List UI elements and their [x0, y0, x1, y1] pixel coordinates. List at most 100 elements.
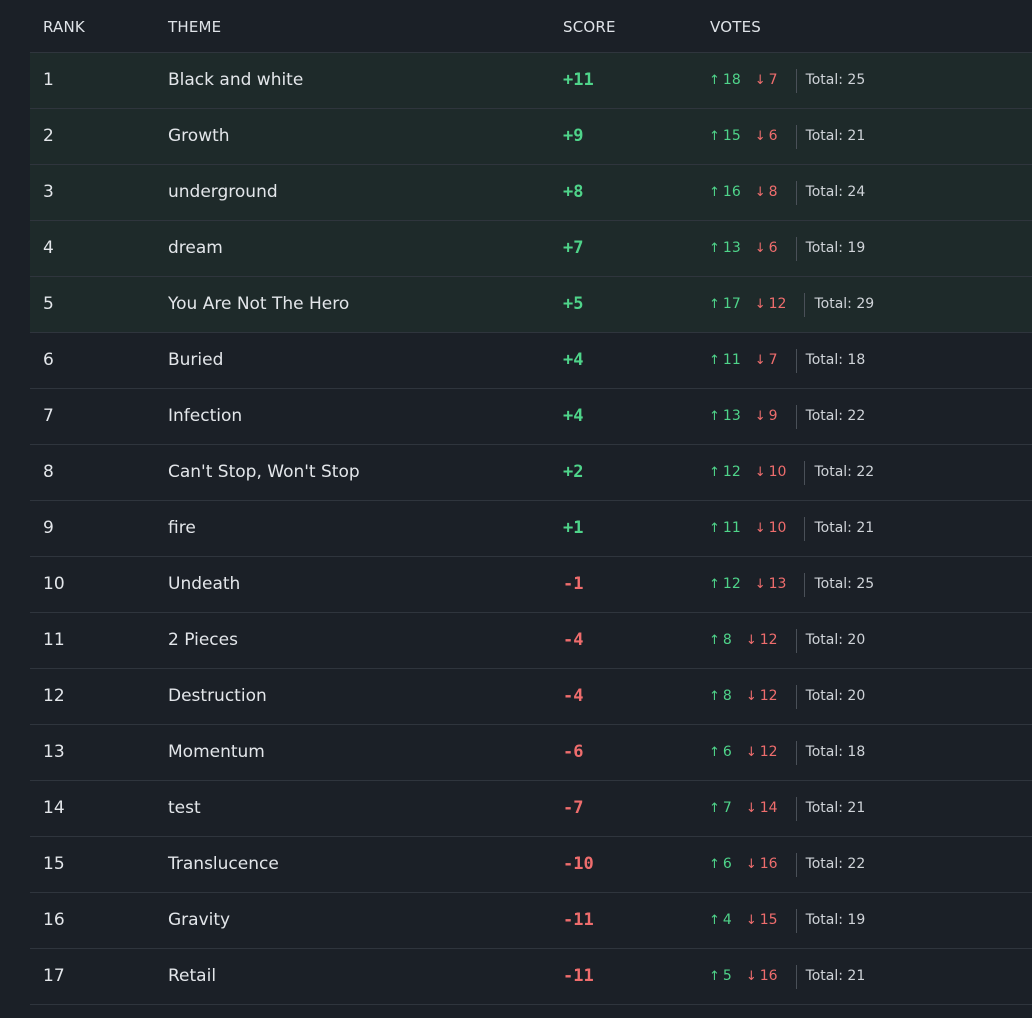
arrow-down-icon: ↓ [754, 185, 766, 200]
vote-divider [795, 684, 797, 709]
vote-total: Total: 20 [805, 632, 866, 648]
arrow-up-icon: ↑ [709, 633, 720, 648]
vote-total: Total: 20 [805, 688, 866, 704]
score-value: -1 [563, 574, 584, 594]
vote-divider [795, 236, 797, 261]
downvote-count: 12 [768, 296, 787, 312]
vote-divider [795, 628, 797, 653]
downvotes: ↓ 10 [755, 501, 787, 556]
upvote-count: 16 [722, 184, 741, 200]
vote-total: Total: 22 [814, 464, 875, 480]
score-column-header: SCORE [563, 18, 616, 36]
downvote-count: 6 [768, 128, 778, 144]
upvote-count: 8 [722, 632, 732, 648]
vote-total: Total: 21 [805, 128, 866, 144]
downvotes: ↓ 13 [755, 557, 787, 612]
votes-cell: ↑ 13 ↓ 6 Total: 19 [709, 221, 865, 276]
arrow-up-icon: ↑ [709, 577, 720, 592]
arrow-up-icon: ↑ [709, 73, 720, 88]
theme-name: You Are Not The Hero [168, 294, 350, 314]
upvotes: ↑ 8 [709, 669, 732, 724]
upvotes: ↑ 12 [709, 445, 741, 500]
score-value: +5 [563, 294, 584, 314]
upvotes: ↑ 11 [709, 333, 741, 388]
upvote-count: 6 [722, 856, 732, 872]
rank-cell: 17 [43, 966, 65, 986]
vote-total: Total: 22 [805, 408, 866, 424]
theme-name: 2 Pieces [168, 630, 238, 650]
arrow-up-icon: ↑ [709, 353, 720, 368]
theme-name: Black and white [168, 70, 304, 90]
theme-name: dream [168, 238, 223, 258]
theme-name: Can't Stop, Won't Stop [168, 462, 360, 482]
upvotes: ↑ 18 [709, 53, 741, 108]
rank-cell: 13 [43, 742, 65, 762]
votes-cell: ↑ 6 ↓ 16 Total: 22 [709, 837, 865, 892]
vote-divider [795, 908, 797, 933]
rank-cell: 2 [43, 126, 54, 146]
downvote-count: 15 [759, 912, 778, 928]
upvote-count: 12 [722, 576, 741, 592]
vote-total: Total: 24 [805, 184, 866, 200]
rank-cell: 14 [43, 798, 65, 818]
score-value: +9 [563, 126, 584, 146]
table-row: 15 Translucence -10 ↑ 6 ↓ 16 Total: 22 [30, 837, 1032, 893]
arrow-down-icon: ↓ [754, 297, 766, 312]
upvotes: ↑ 17 [709, 277, 741, 332]
rank-cell: 12 [43, 686, 65, 706]
upvote-count: 15 [722, 128, 741, 144]
vote-total: Total: 19 [805, 912, 866, 928]
table-row: 12 Destruction -4 ↑ 8 ↓ 12 Total: 20 [30, 669, 1032, 725]
downvote-count: 9 [768, 408, 778, 424]
rank-cell: 6 [43, 350, 54, 370]
table-row: 11 2 Pieces -4 ↑ 8 ↓ 12 Total: 20 [30, 613, 1032, 669]
arrow-down-icon: ↓ [745, 969, 757, 984]
vote-divider [804, 292, 806, 317]
theme-name: Buried [168, 350, 224, 370]
upvote-count: 12 [722, 464, 741, 480]
downvotes: ↓ 7 [755, 53, 778, 108]
arrow-up-icon: ↑ [709, 465, 720, 480]
downvotes: ↓ 12 [755, 277, 787, 332]
arrow-up-icon: ↑ [709, 521, 720, 536]
votes-cell: ↑ 8 ↓ 12 Total: 20 [709, 669, 865, 724]
table-body: 1 Black and white +11 ↑ 18 ↓ 7 Total: 25 2 Growth… [30, 53, 1032, 1005]
theme-name: Destruction [168, 686, 267, 706]
vote-total: Total: 25 [814, 576, 875, 592]
upvote-count: 7 [722, 800, 732, 816]
arrow-down-icon: ↓ [754, 409, 766, 424]
arrow-up-icon: ↑ [709, 801, 720, 816]
upvote-count: 13 [722, 408, 741, 424]
rank-cell: 7 [43, 406, 54, 426]
table-row: 7 Infection +4 ↑ 13 ↓ 9 Total: 22 [30, 389, 1032, 445]
theme-name: underground [168, 182, 278, 202]
arrow-down-icon: ↓ [754, 73, 766, 88]
vote-total: Total: 21 [814, 520, 875, 536]
arrow-up-icon: ↑ [709, 185, 720, 200]
vote-divider [795, 404, 797, 429]
votes-column-header: VOTES [710, 18, 761, 36]
upvote-count: 13 [722, 240, 741, 256]
vote-divider [804, 460, 806, 485]
theme-name: Infection [168, 406, 243, 426]
rank-cell: 4 [43, 238, 54, 258]
arrow-down-icon: ↓ [745, 857, 757, 872]
table-row: 17 Retail -11 ↑ 5 ↓ 16 Total: 21 [30, 949, 1032, 1005]
votes-cell: ↑ 11 ↓ 7 Total: 18 [709, 333, 865, 388]
upvotes: ↑ 6 [709, 725, 732, 780]
arrow-down-icon: ↓ [754, 353, 766, 368]
table-header: RANK THEME SCORE VOTES [30, 0, 1032, 53]
upvotes: ↑ 13 [709, 221, 741, 276]
arrow-up-icon: ↑ [709, 913, 720, 928]
downvotes: ↓ 16 [746, 837, 778, 892]
table-row: 14 test -7 ↑ 7 ↓ 14 Total: 21 [30, 781, 1032, 837]
upvote-count: 5 [722, 968, 732, 984]
vote-total: Total: 21 [805, 800, 866, 816]
downvotes: ↓ 9 [755, 389, 778, 444]
arrow-up-icon: ↑ [709, 857, 720, 872]
table-row: 4 dream +7 ↑ 13 ↓ 6 Total: 19 [30, 221, 1032, 277]
upvotes: ↑ 16 [709, 165, 741, 220]
table-row: 16 Gravity -11 ↑ 4 ↓ 15 Total: 19 [30, 893, 1032, 949]
theme-name: Growth [168, 126, 230, 146]
arrow-down-icon: ↓ [745, 633, 757, 648]
